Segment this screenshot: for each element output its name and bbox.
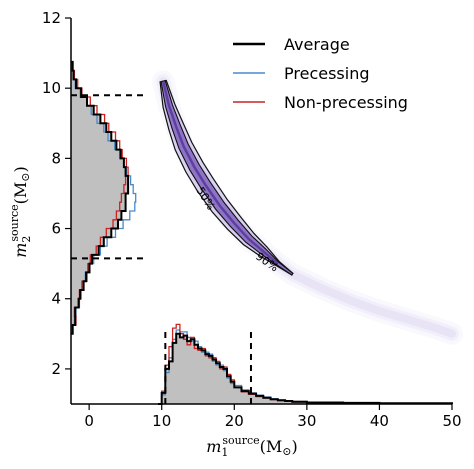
y-axis-subscript: 2 bbox=[20, 236, 33, 243]
x-tick-label-30: 30 bbox=[297, 412, 316, 430]
y-axis-title: m2source(M⊙) bbox=[8, 166, 33, 258]
y-tick-label-4: 4 bbox=[51, 290, 61, 308]
x-tick-label-20: 20 bbox=[225, 412, 244, 430]
legend: Average Precessing Non-precessing bbox=[233, 35, 408, 112]
y-axis-superscript: source bbox=[8, 204, 21, 241]
x-axis-subscript: 1 bbox=[221, 446, 228, 459]
contour-50 bbox=[160, 80, 294, 276]
x-axis-superscript: source bbox=[222, 434, 259, 447]
legend-label-average: Average bbox=[284, 35, 350, 54]
y-axis-unit-close: ) bbox=[11, 166, 30, 172]
x-axis-sun-symbol: ⊙ bbox=[282, 445, 291, 458]
m2-marginal-histogram bbox=[71, 60, 137, 335]
y-axis-symbol: m bbox=[11, 243, 30, 258]
tick-labels: 0 10 20 30 40 50 2 4 6 8 10 12 bbox=[42, 9, 462, 430]
x-tick-label-10: 10 bbox=[152, 412, 171, 430]
credible-contours bbox=[159, 79, 294, 276]
x-axis-unit-close: ) bbox=[292, 437, 298, 456]
legend-label-precessing: Precessing bbox=[284, 64, 370, 83]
x-axis-title: m1source(M⊙) bbox=[206, 434, 298, 459]
x-tick-label-50: 50 bbox=[442, 412, 461, 430]
legend-label-nonprecessing: Non-precessing bbox=[284, 93, 408, 112]
m1-hist-average bbox=[158, 332, 453, 405]
contour-core bbox=[161, 80, 279, 265]
x-tick-label-40: 40 bbox=[370, 412, 389, 430]
y-tick-label-2: 2 bbox=[51, 360, 61, 378]
x-tick-label-0: 0 bbox=[84, 412, 94, 430]
m1-hist-fill bbox=[158, 333, 452, 404]
y-axis-sun-symbol: ⊙ bbox=[19, 172, 32, 181]
m2-hist-average bbox=[71, 60, 130, 335]
y-tick-label-6: 6 bbox=[51, 220, 61, 238]
m2-hist-fill bbox=[71, 61, 129, 334]
y-tick-label-8: 8 bbox=[51, 149, 61, 167]
y-tick-label-12: 12 bbox=[42, 9, 61, 27]
x-axis-unit: (M bbox=[260, 437, 283, 456]
y-axis-unit: (M bbox=[11, 182, 30, 205]
axes bbox=[70, 18, 452, 405]
credible-interval-lines bbox=[71, 94, 252, 404]
m1-marginal-histogram bbox=[158, 323, 453, 405]
y-tick-label-10: 10 bbox=[42, 79, 61, 97]
x-axis-symbol: m bbox=[206, 437, 221, 456]
